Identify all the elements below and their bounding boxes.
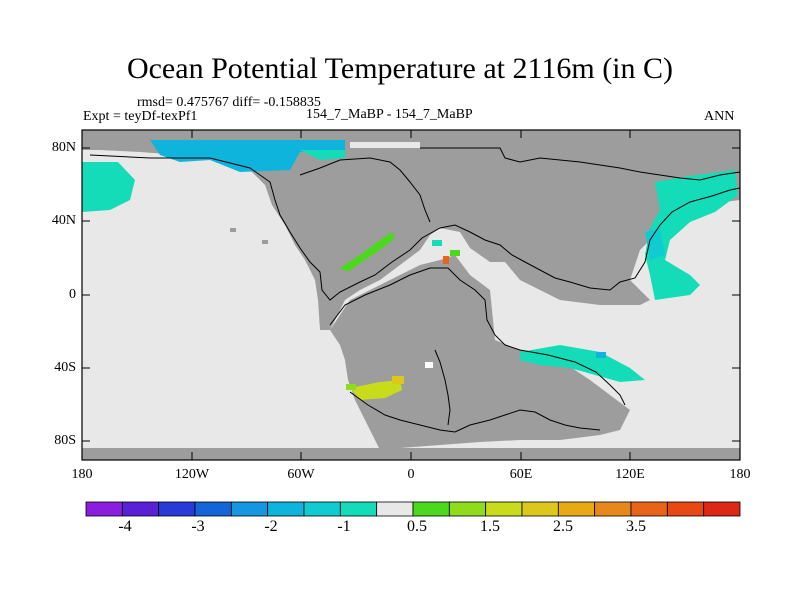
colorbar-swatch — [630, 501, 668, 517]
colorbar-swatch — [339, 501, 378, 517]
colorbar-swatch — [448, 501, 487, 517]
season-label: ANN — [704, 109, 735, 124]
colorbar-label: -3 — [191, 518, 205, 535]
colorbar-swatch — [557, 501, 596, 517]
colorbar-label: -1 — [337, 518, 351, 535]
x-tick-label: 180 — [729, 467, 751, 482]
y-tick-label: 40N — [51, 213, 76, 228]
colorbar-swatch — [412, 501, 450, 517]
colorbar-label: -2 — [264, 518, 278, 535]
experiment-label: Expt = teyDf-texPf1 — [83, 109, 198, 124]
comparison-label: 154_7_MaBP - 154_7_MaBP — [306, 107, 473, 122]
coastlines — [89, 147, 741, 433]
colorbar-swatch — [485, 501, 523, 517]
colorbar-swatch — [521, 501, 559, 517]
colorbar-swatch — [230, 501, 269, 517]
plot-title: Ocean Potential Temperature at 2116m (in… — [126, 52, 674, 85]
anomaly-patches — [82, 140, 738, 400]
colorbar-swatch — [194, 501, 232, 517]
y-tick-label: 80N — [51, 140, 76, 155]
x-tick-label: 180 — [71, 467, 93, 482]
y-tick-label: 80S — [54, 433, 76, 448]
colorbar-swatch — [703, 501, 741, 517]
colorbar-swatch — [666, 501, 705, 517]
axis-ticks — [81, 130, 741, 460]
colorbar-swatch — [376, 501, 414, 517]
x-tick-label: 60W — [287, 467, 315, 482]
colorbar-label: 1.5 — [480, 518, 500, 535]
colorbar-swatch — [594, 501, 632, 517]
colorbar-swatch — [121, 501, 160, 517]
colorbar-label: 3.5 — [626, 518, 646, 535]
land-masses — [82, 130, 740, 460]
colorbar-swatch — [303, 501, 341, 517]
colorbar-label: -4 — [118, 518, 132, 535]
x-tick-label: 60E — [509, 467, 533, 482]
x-tick-label: 120W — [174, 467, 210, 482]
colorbar-label: 0.5 — [407, 518, 427, 535]
x-tick-label: 120E — [615, 467, 645, 482]
y-tick-label: 40S — [54, 360, 76, 375]
x-tick-label: 0 — [407, 467, 415, 482]
colorbar-label: 2.5 — [553, 518, 573, 535]
colorbar-swatch — [158, 501, 196, 517]
colorbar-swatch — [85, 501, 123, 517]
colorbar — [85, 501, 741, 517]
y-tick-label: 0 — [69, 287, 76, 302]
colorbar-swatch — [267, 501, 305, 517]
stats-line: rmsd= 0.475767 diff= -0.158835 — [137, 95, 321, 110]
